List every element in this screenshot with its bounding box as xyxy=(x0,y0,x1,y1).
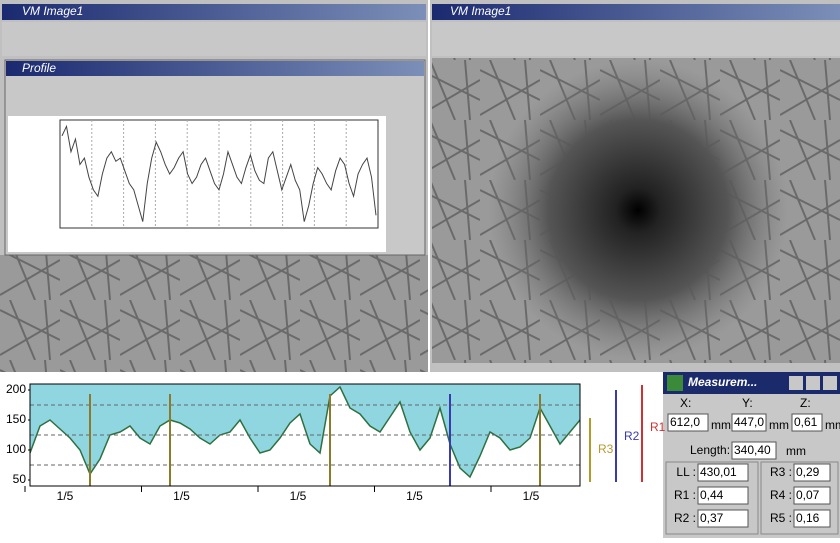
field-label: R3 : xyxy=(770,465,792,479)
field-label: LL : xyxy=(676,465,696,479)
input-value: 0,44 xyxy=(700,488,724,502)
range-label: R1 xyxy=(650,420,666,434)
screen: VM Image1 Profile VM Image1 Measurem... … xyxy=(0,0,840,538)
diffraction-pattern xyxy=(488,60,788,360)
page: VM Image1 Profile VM Image1 Measurem... … xyxy=(0,0,840,538)
window-title: Profile xyxy=(22,61,56,75)
field-label: Length: xyxy=(690,443,730,457)
range-label: R2 xyxy=(624,429,640,443)
input-value: 0,61 xyxy=(794,415,818,429)
toolbar xyxy=(432,22,840,56)
unit: mm xyxy=(769,418,789,432)
maximize-button[interactable] xyxy=(806,376,820,390)
y-tick-label: 50 xyxy=(13,472,27,486)
toolbar xyxy=(2,22,426,56)
panel-title: Measurem... xyxy=(688,375,757,389)
x-tick-label: 1/5 xyxy=(523,489,540,503)
x-tick-label: 1/5 xyxy=(406,489,423,503)
field-label: R4 : xyxy=(770,488,792,502)
x-tick-label: 1/5 xyxy=(173,489,190,503)
input-value: 0,07 xyxy=(796,488,820,502)
input-value: 447,0 xyxy=(734,415,764,429)
window-title: VM Image1 xyxy=(450,4,511,18)
field-label: Z: xyxy=(800,396,811,410)
title-bar xyxy=(6,61,424,76)
y-tick-label: 100 xyxy=(6,442,26,456)
range-label: R3 xyxy=(598,442,614,456)
field-label: X: xyxy=(680,396,691,410)
x-tick-label: 1/5 xyxy=(290,489,307,503)
input-value: 430,01 xyxy=(700,465,737,479)
input-value: 0,29 xyxy=(796,465,820,479)
unit: mm xyxy=(786,444,806,458)
unit: mm xyxy=(825,418,840,432)
icon xyxy=(667,375,683,391)
input-value: 612,0 xyxy=(670,415,700,429)
x-tick-label: 1/5 xyxy=(57,489,74,503)
y-tick-label: 150 xyxy=(6,412,26,426)
input-value: 340,40 xyxy=(734,443,771,457)
input-value: 0,37 xyxy=(700,511,724,525)
field-label: Y: xyxy=(742,396,753,410)
field-label: R5 : xyxy=(770,511,792,525)
field-label: R1 : xyxy=(674,488,696,502)
image-view xyxy=(0,255,428,372)
close-button[interactable] xyxy=(823,376,837,390)
y-tick-label: 200 xyxy=(6,382,26,396)
field-label: R2 : xyxy=(674,511,696,525)
input-value: 0,16 xyxy=(796,511,820,525)
window-title: VM Image1 xyxy=(22,4,83,18)
minimize-button[interactable] xyxy=(789,376,803,390)
unit: mm xyxy=(711,418,731,432)
